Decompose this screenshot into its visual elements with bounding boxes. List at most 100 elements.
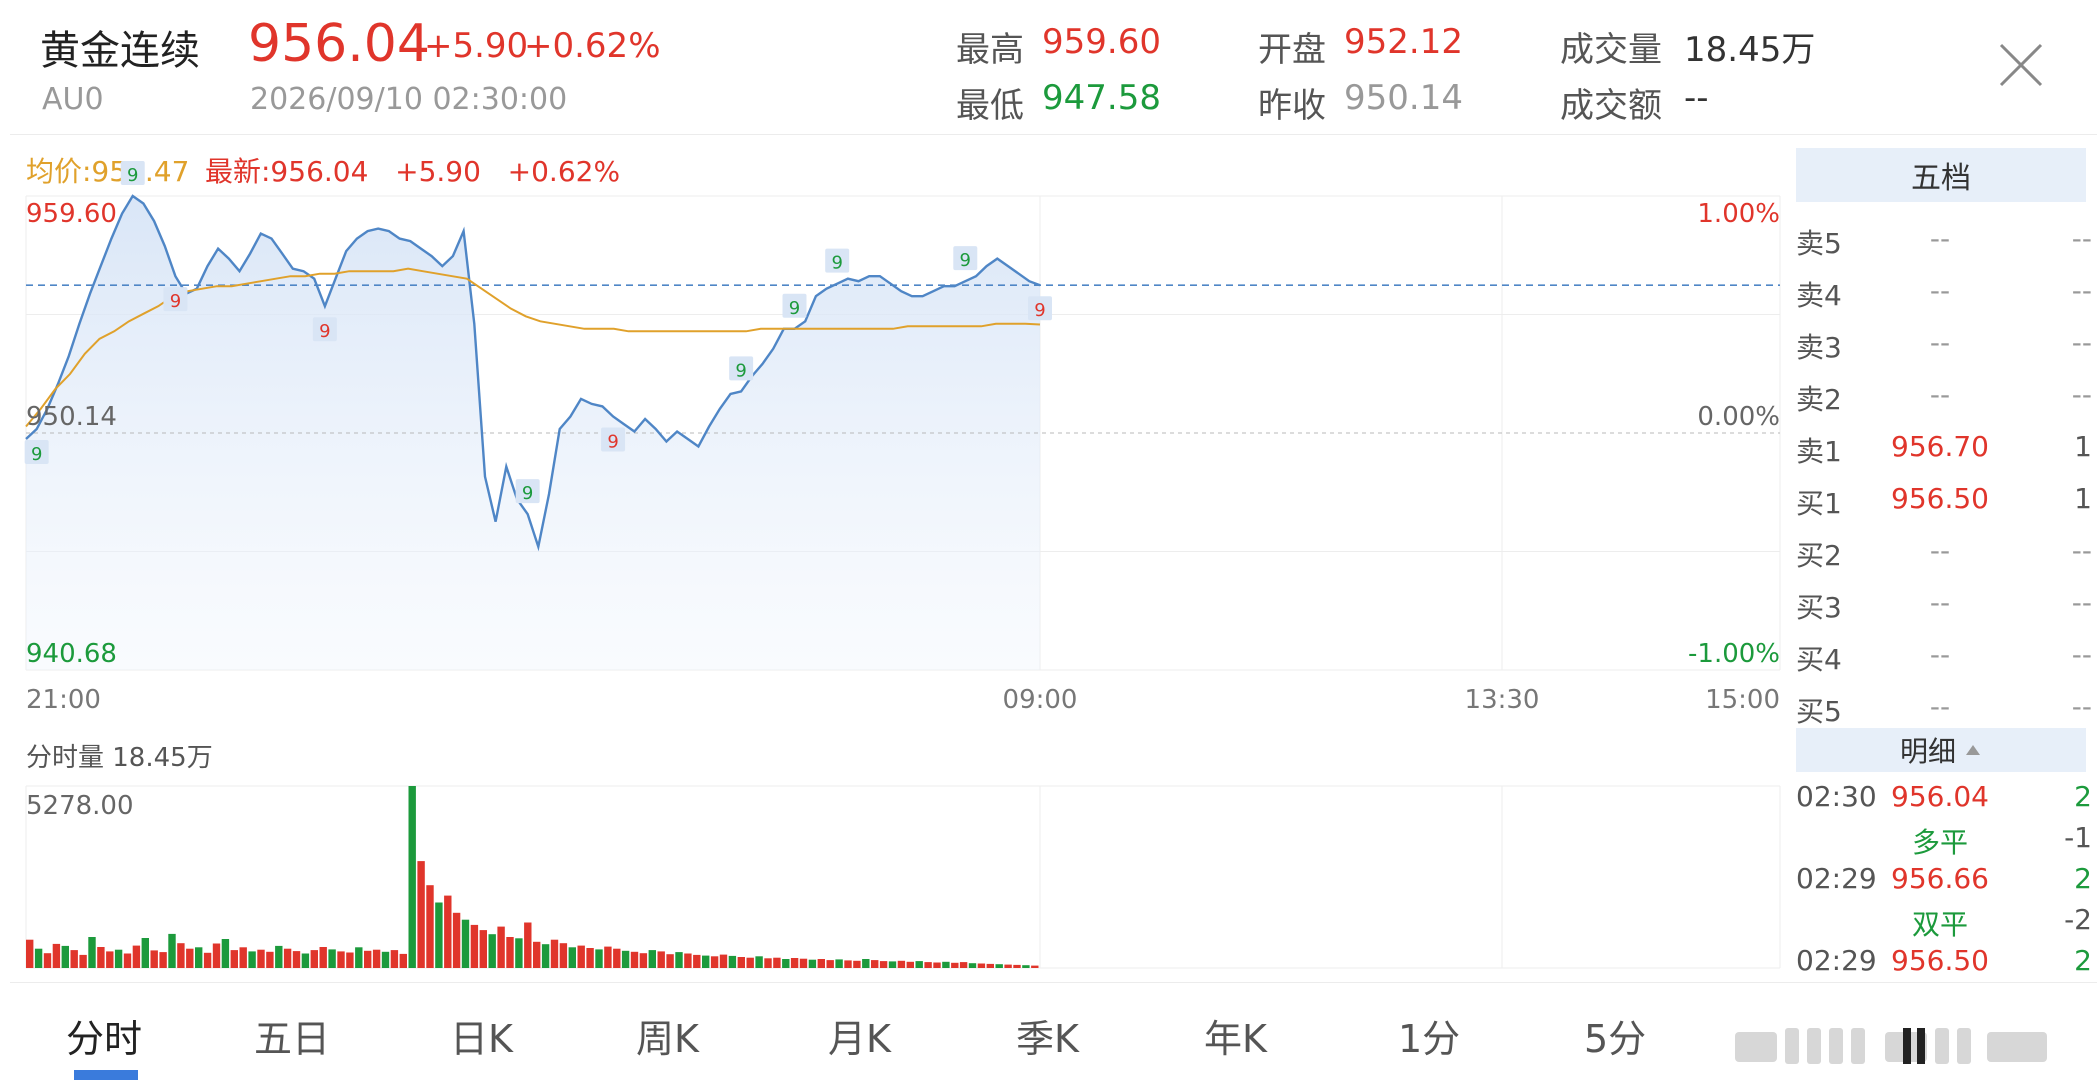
signal-marker-label: 9 (170, 291, 181, 312)
order-book-volume: -- (2071, 378, 2092, 411)
volume-bar (417, 861, 425, 968)
volume-bar (533, 941, 541, 968)
volume-bar (470, 924, 479, 968)
volume-bar (871, 960, 879, 968)
tab-1[interactable]: 分时 (66, 1017, 143, 1061)
y-axis-pct-high-label: 1.00% (1697, 199, 1780, 229)
volume-bar (70, 950, 78, 968)
tick-detail-header[interactable]: 明细 (1796, 728, 2086, 772)
order-book-volume: -- (2071, 690, 2092, 723)
instrument-name: 黄金连续 (40, 28, 200, 74)
x-axis-tick-label: 09:00 (1003, 685, 1078, 715)
latest-change-pct-label: +0.62% (507, 155, 621, 188)
signal-marker-label: 9 (522, 483, 533, 504)
tick-time: 02:30 (1796, 780, 1877, 813)
volume-bar (497, 926, 505, 968)
order-book-header[interactable]: 五档 (1796, 148, 2086, 202)
volume-bar (835, 959, 843, 968)
tab-6[interactable]: 季K (1016, 1017, 1079, 1061)
volume-bar (826, 960, 834, 968)
volume-value: 18.45万 (1684, 30, 1816, 70)
tab-9[interactable]: 5分 (1584, 1017, 1647, 1061)
volume-bar (52, 943, 61, 968)
x-axis-tick-label: 21:00 (26, 685, 101, 715)
avg-price-label: 均价:954.47 (26, 155, 190, 188)
tab-5[interactable]: 月K (828, 1017, 891, 1061)
volume-max-label: 5278.00 (26, 791, 134, 821)
volume-bar (577, 945, 585, 968)
volume-bar (986, 963, 994, 968)
volume-bar (212, 943, 221, 968)
volume-bar (310, 950, 318, 968)
order-book-price: -- (1929, 586, 1951, 619)
volume-bar (906, 961, 914, 968)
tick-value: 956.50 (1891, 944, 1989, 977)
volume-bar (915, 961, 923, 968)
volume-bar (488, 934, 496, 968)
tick-value: 956.66 (1891, 862, 1989, 895)
order-book-price: -- (1929, 222, 1951, 255)
tab-4[interactable]: 周K (636, 1017, 699, 1061)
tab-7[interactable]: 年K (1204, 1017, 1267, 1061)
volume-bar (710, 956, 719, 968)
tick-volume: 2 (2074, 780, 2092, 813)
order-book-level-label: 买5 (1796, 695, 1842, 728)
volume-bar (897, 960, 906, 968)
prev-close-value: 950.14 (1344, 78, 1463, 118)
tick-volume: -1 (2064, 821, 2092, 854)
order-book-volume: 1 (2074, 430, 2092, 463)
low-label: 最低 (956, 86, 1024, 126)
volume-bar (541, 944, 550, 968)
tick-detail-title: 明细 (1899, 735, 1956, 768)
volume-bar (26, 939, 34, 968)
volume-bar (150, 950, 158, 968)
volume-bar (773, 957, 781, 968)
volume-bar (168, 933, 176, 968)
tab-3[interactable]: 日K (450, 1017, 513, 1061)
tab-8[interactable]: 1分 (1398, 1017, 1461, 1061)
order-book-volume: -- (2071, 534, 2092, 567)
volume-bar (203, 952, 212, 968)
volume-bar (186, 948, 194, 968)
volume-bar (408, 786, 416, 968)
volume-bar (853, 960, 861, 968)
high-label: 最高 (956, 30, 1024, 70)
volume-bar (684, 953, 692, 968)
avg-price-line (25, 267, 1041, 428)
signal-marker-bg (515, 479, 540, 504)
tab-2[interactable]: 五日 (254, 1017, 331, 1061)
volume-bar (604, 946, 612, 968)
amount-value: -- (1684, 78, 1709, 118)
order-book-price: -- (1929, 378, 1951, 411)
volume-bar (559, 943, 568, 968)
signal-marker-bg (601, 427, 626, 452)
order-book-level-label: 买3 (1796, 591, 1842, 624)
volume-bar (942, 961, 950, 968)
volume-bar (1013, 964, 1021, 968)
close-icon[interactable] (1998, 42, 2044, 88)
volume-bar (1022, 965, 1030, 968)
signal-marker-bg (163, 287, 188, 312)
order-book-volume: -- (2071, 326, 2092, 359)
volume-bar (595, 949, 603, 968)
volume-bar (79, 954, 87, 968)
instrument-code: AU0 (42, 82, 104, 117)
active-tab-indicator (74, 1070, 138, 1080)
signal-marker-bg (782, 293, 807, 318)
x-axis-tick-label: 13:30 (1465, 685, 1540, 715)
signal-marker: 9 (515, 479, 540, 504)
signal-marker-label: 9 (319, 321, 330, 342)
volume-bar (319, 947, 327, 968)
signal-marker: 9 (825, 248, 850, 274)
volume-bar (372, 949, 381, 968)
volume-bar (755, 956, 763, 968)
signal-marker-bg (1028, 296, 1052, 321)
order-book-level-label: 卖4 (1796, 279, 1842, 312)
volume-bar (666, 954, 674, 968)
y-axis-pct-low-label: -1.00% (1688, 639, 1780, 669)
volume-bar (355, 947, 363, 968)
signal-marker: 9 (24, 439, 49, 465)
intraday-chart[interactable]: 9 9 9 9 9 9 9 9 9 9 9 959.60 950.14 940.68 1.00% 0.00%… (0, 0, 1790, 990)
signal-marker: 9 (163, 287, 188, 312)
more-icon[interactable] (1735, 1026, 2065, 1066)
